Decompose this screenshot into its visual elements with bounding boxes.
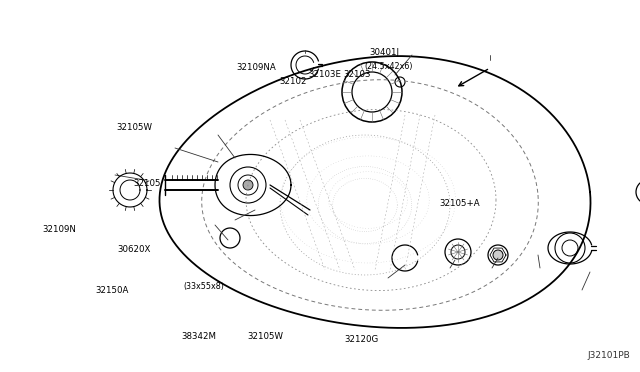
Text: 32120G: 32120G	[344, 335, 379, 344]
Text: 32109NA: 32109NA	[236, 63, 276, 72]
Text: 32105W: 32105W	[248, 332, 284, 341]
Text: 32102: 32102	[280, 77, 307, 86]
Text: 30401J: 30401J	[369, 48, 399, 57]
Text: 32103E: 32103E	[308, 70, 342, 79]
Text: 32103: 32103	[344, 70, 371, 79]
Text: 38342M: 38342M	[181, 332, 216, 341]
Text: (24.5x42x6): (24.5x42x6)	[365, 62, 413, 71]
Circle shape	[493, 250, 503, 260]
Text: (33x55x8): (33x55x8)	[183, 282, 224, 291]
Text: 32105: 32105	[134, 179, 161, 187]
Text: 32109N: 32109N	[42, 225, 76, 234]
Circle shape	[243, 180, 253, 190]
Text: J32101PB: J32101PB	[588, 351, 630, 360]
Text: 32105+A: 32105+A	[439, 199, 480, 208]
Text: 30620X: 30620X	[118, 246, 151, 254]
Text: 32150A: 32150A	[95, 286, 129, 295]
Text: 32105W: 32105W	[116, 123, 152, 132]
